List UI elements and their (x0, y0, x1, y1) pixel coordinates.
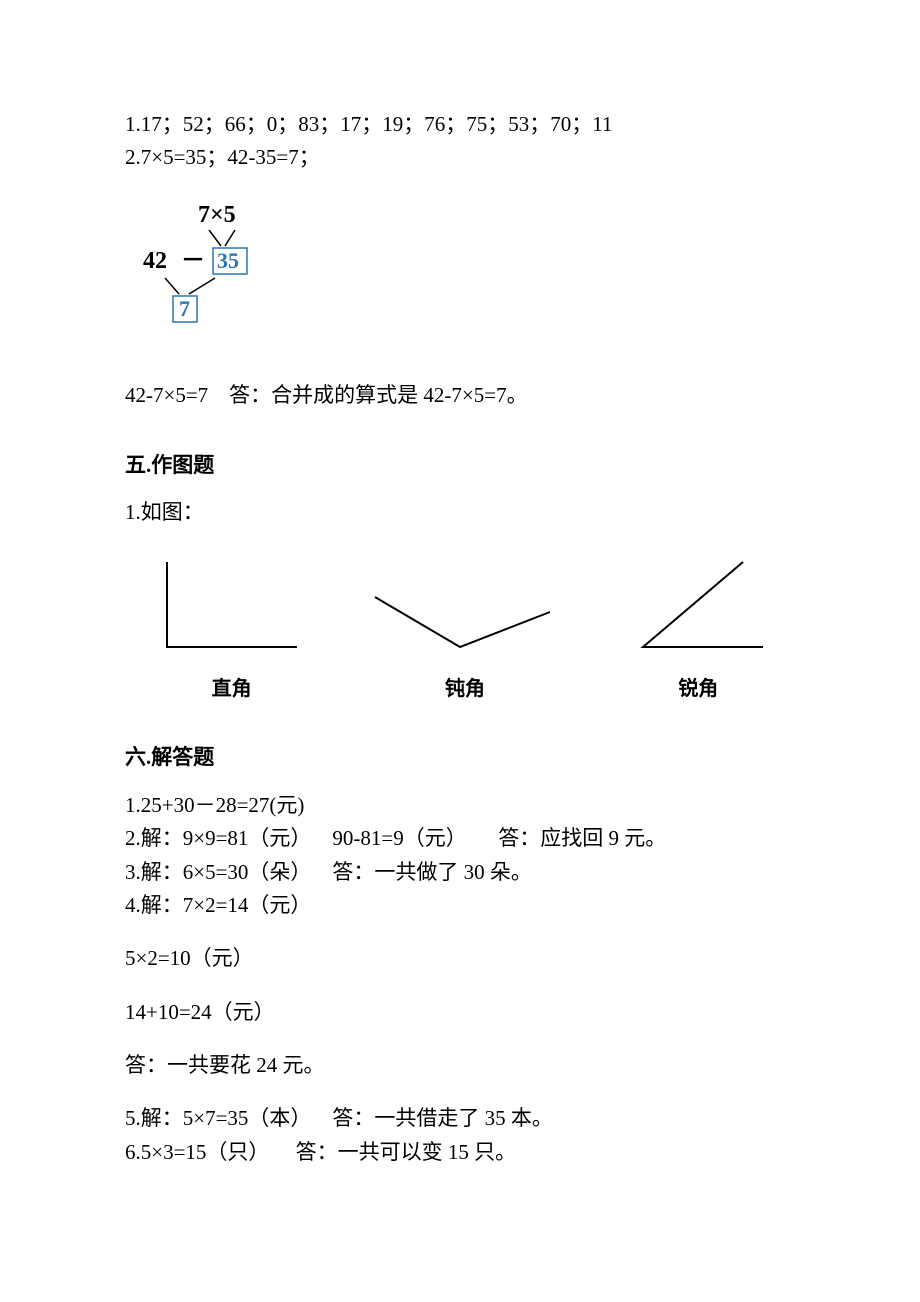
angle-shape (375, 597, 550, 647)
section-6-heading: 六.解答题 (125, 743, 805, 772)
tree-line (209, 230, 221, 246)
calc-tree-diagram: 7×5 42 － 35 7 (135, 198, 805, 336)
answer-line: 答：一共要花 24 元。 (125, 1051, 805, 1080)
angle-right-svg (147, 552, 317, 657)
answer-line: 42-7×5=7 答：合并成的算式是 42-7×5=7。 (125, 381, 805, 410)
angle-shape (643, 562, 763, 647)
answer-line: 2.7×5=35；42-35=7； (125, 143, 805, 172)
angle-acute-svg (613, 552, 783, 657)
angle-obtuse-svg (365, 552, 565, 657)
angle-acute: 锐角 (592, 552, 805, 703)
tree-line (165, 278, 179, 294)
section-5-heading: 五.作图题 (125, 451, 805, 480)
tree-mid-right: 35 (217, 248, 239, 273)
answer-line: 5.解：5×7=35（本） 答：一共借走了 35 本。 (125, 1104, 805, 1133)
answer-line: 1.如图： (125, 498, 805, 527)
tree-top: 7×5 (198, 202, 236, 228)
angle-label: 钝角 (445, 675, 485, 703)
answer-line: 14+10=24（元） (125, 998, 805, 1027)
answer-line: 1.25+30－28=27(元) (125, 791, 805, 820)
angle-label: 锐角 (678, 675, 718, 703)
answer-line: 2.解：9×9=81（元） 90-81=9（元） 答：应找回 9 元。 (125, 824, 805, 853)
angle-right: 直角 (125, 552, 338, 703)
tree-line (225, 230, 235, 246)
tree-line (189, 278, 215, 294)
tree-bottom: 7 (179, 296, 190, 321)
tree-mid-left: 42 (143, 248, 167, 274)
answer-line: 1.17；52；66；0；83；17；19；76；75；53；70；11 (125, 110, 805, 139)
angles-row: 直角 钝角 锐角 (125, 552, 805, 703)
angle-label: 直角 (212, 675, 252, 703)
answer-line: 5×2=10（元） (125, 944, 805, 973)
angle-shape (167, 562, 297, 647)
answer-line: 6.5×3=15（只） 答：一共可以变 15 只。 (125, 1138, 805, 1167)
calc-tree-svg: 7×5 42 － 35 7 (135, 198, 295, 328)
angle-obtuse: 钝角 (358, 552, 571, 703)
answer-line: 4.解：7×2=14（元） (125, 891, 805, 920)
answer-line: 3.解：6×5=30（朵） 答：一共做了 30 朵。 (125, 858, 805, 887)
tree-minus: － (181, 248, 205, 274)
